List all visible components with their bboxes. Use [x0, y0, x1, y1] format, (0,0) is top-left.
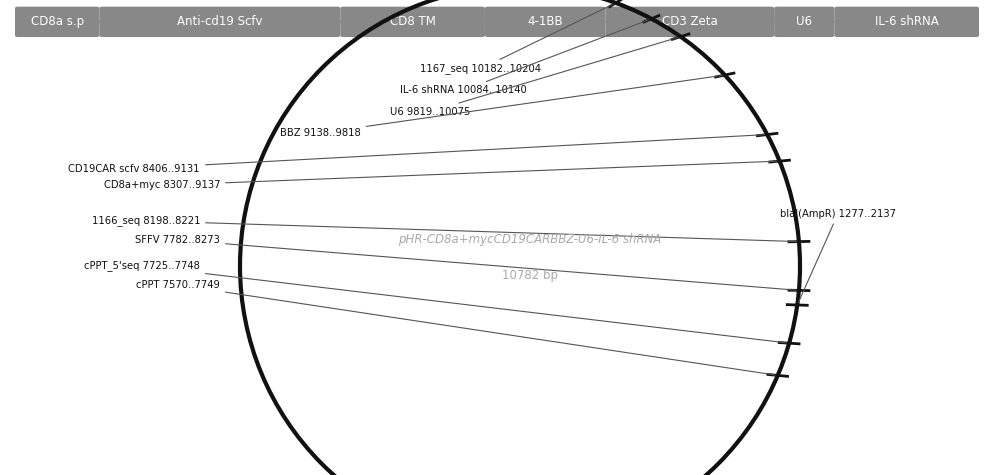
Text: 1166_seq 8198..8221: 1166_seq 8198..8221 [92, 216, 796, 241]
Text: BBZ 9138..9818: BBZ 9138..9818 [280, 76, 722, 138]
FancyBboxPatch shape [485, 7, 605, 37]
Text: IL-6 shRNA 10084..10140: IL-6 shRNA 10084..10140 [400, 20, 649, 95]
Text: Anti-cd19 Scfv: Anti-cd19 Scfv [177, 15, 263, 28]
FancyBboxPatch shape [774, 7, 834, 37]
Text: 1167_seq 10182..10204: 1167_seq 10182..10204 [420, 4, 613, 74]
Text: SFFV 7782..8273: SFFV 7782..8273 [135, 235, 796, 290]
FancyBboxPatch shape [15, 7, 99, 37]
Text: CD8 TM: CD8 TM [390, 15, 436, 28]
Text: CD19CAR scfv 8406..9131: CD19CAR scfv 8406..9131 [68, 135, 764, 174]
Text: 10782 bp: 10782 bp [502, 269, 558, 282]
FancyBboxPatch shape [340, 7, 485, 37]
Text: blaI(AmpR) 1277..2137: blaI(AmpR) 1277..2137 [780, 209, 896, 303]
Text: IL-6 shRNA: IL-6 shRNA [875, 15, 939, 28]
Text: U6: U6 [796, 15, 812, 28]
Text: cPPT 7570..7749: cPPT 7570..7749 [136, 280, 775, 375]
Text: cPPT_5'seq 7725..7748: cPPT_5'seq 7725..7748 [84, 261, 786, 343]
FancyBboxPatch shape [605, 7, 774, 37]
Text: CD8a+myc 8307..9137: CD8a+myc 8307..9137 [104, 161, 777, 190]
Text: U6 9819..10075: U6 9819..10075 [390, 38, 678, 117]
Text: WPRE 10191..10782: WPRE 10191..10782 [0, 474, 1, 475]
Text: 4-1BB: 4-1BB [527, 15, 563, 28]
FancyBboxPatch shape [99, 7, 340, 37]
Text: CD3 Zeta: CD3 Zeta [662, 15, 718, 28]
FancyBboxPatch shape [834, 7, 979, 37]
Text: CD8a s.p: CD8a s.p [31, 15, 84, 28]
Text: pHR-CD8a+mycCD19CARBBZ-U6-IL-6 shRNA: pHR-CD8a+mycCD19CARBBZ-U6-IL-6 shRNA [398, 233, 662, 247]
